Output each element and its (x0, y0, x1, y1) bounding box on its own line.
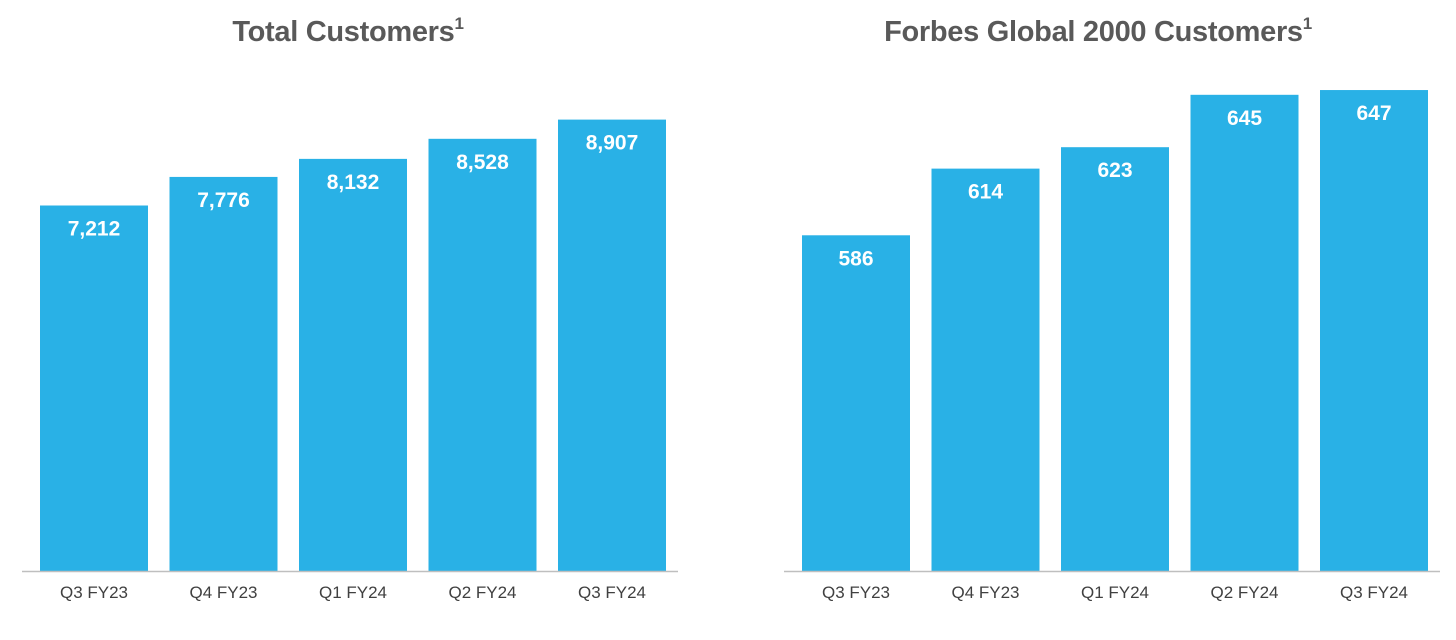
data-label: 647 (1356, 102, 1391, 125)
x-tick-label: Q4 FY23 (951, 583, 1019, 602)
bar (169, 176, 278, 571)
chart-title-text: Total Customers (232, 16, 455, 48)
total-customers-chart: Total Customers1 7,212 Q3 FY23 7,776 Q4 FY2… (0, 0, 700, 640)
x-tick-label: Q1 FY24 (319, 583, 387, 602)
bar (428, 138, 537, 571)
bar (931, 168, 1040, 571)
data-label: 8,132 (327, 171, 380, 194)
x-tick-label: Q2 FY24 (448, 583, 516, 602)
chart-title-footnote: 1 (454, 14, 464, 33)
data-label: 623 (1097, 159, 1132, 182)
total-customers-plot: 7,212 Q3 FY23 7,776 Q4 FY23 8,132 Q1 FY24 8,52… (22, 119, 678, 602)
bar (558, 119, 666, 571)
data-label: 614 (968, 181, 1003, 204)
bar (40, 205, 148, 572)
x-tick-label: Q1 FY24 (1081, 583, 1149, 602)
chart-title-footnote: 1 (1302, 14, 1312, 33)
x-tick-label: Q3 FY24 (1340, 583, 1408, 602)
x-tick-label: Q3 FY23 (822, 583, 890, 602)
x-tick-label: Q3 FY24 (578, 583, 646, 602)
bar (1320, 90, 1428, 572)
bar (1061, 147, 1169, 571)
forbes-global-2000-chart: Forbes Global 2000 Customers1 586 Q3 FY23… (740, 0, 1456, 640)
bar (802, 235, 910, 572)
x-tick-label: Q3 FY23 (60, 583, 128, 602)
x-tick-label: Q2 FY24 (1210, 583, 1278, 602)
data-label: 8,907 (586, 132, 639, 155)
bar (299, 158, 407, 571)
data-label: 7,212 (68, 218, 121, 241)
chart-title-text: Forbes Global 2000 Customers (884, 16, 1303, 48)
forbes-global-2000-plot: 586 Q3 FY23 614 Q4 FY23 623 Q1 FY24 645 Q2 FY24… (784, 90, 1440, 602)
bar (1190, 94, 1299, 572)
chart-title: Forbes Global 2000 Customers1 (740, 14, 1456, 49)
data-label: 7,776 (197, 189, 250, 212)
data-label: 645 (1227, 107, 1262, 130)
x-tick-label: Q4 FY23 (189, 583, 257, 602)
data-label: 8,528 (456, 151, 509, 174)
data-label: 586 (838, 247, 873, 270)
chart-title: Total Customers1 (0, 14, 698, 49)
